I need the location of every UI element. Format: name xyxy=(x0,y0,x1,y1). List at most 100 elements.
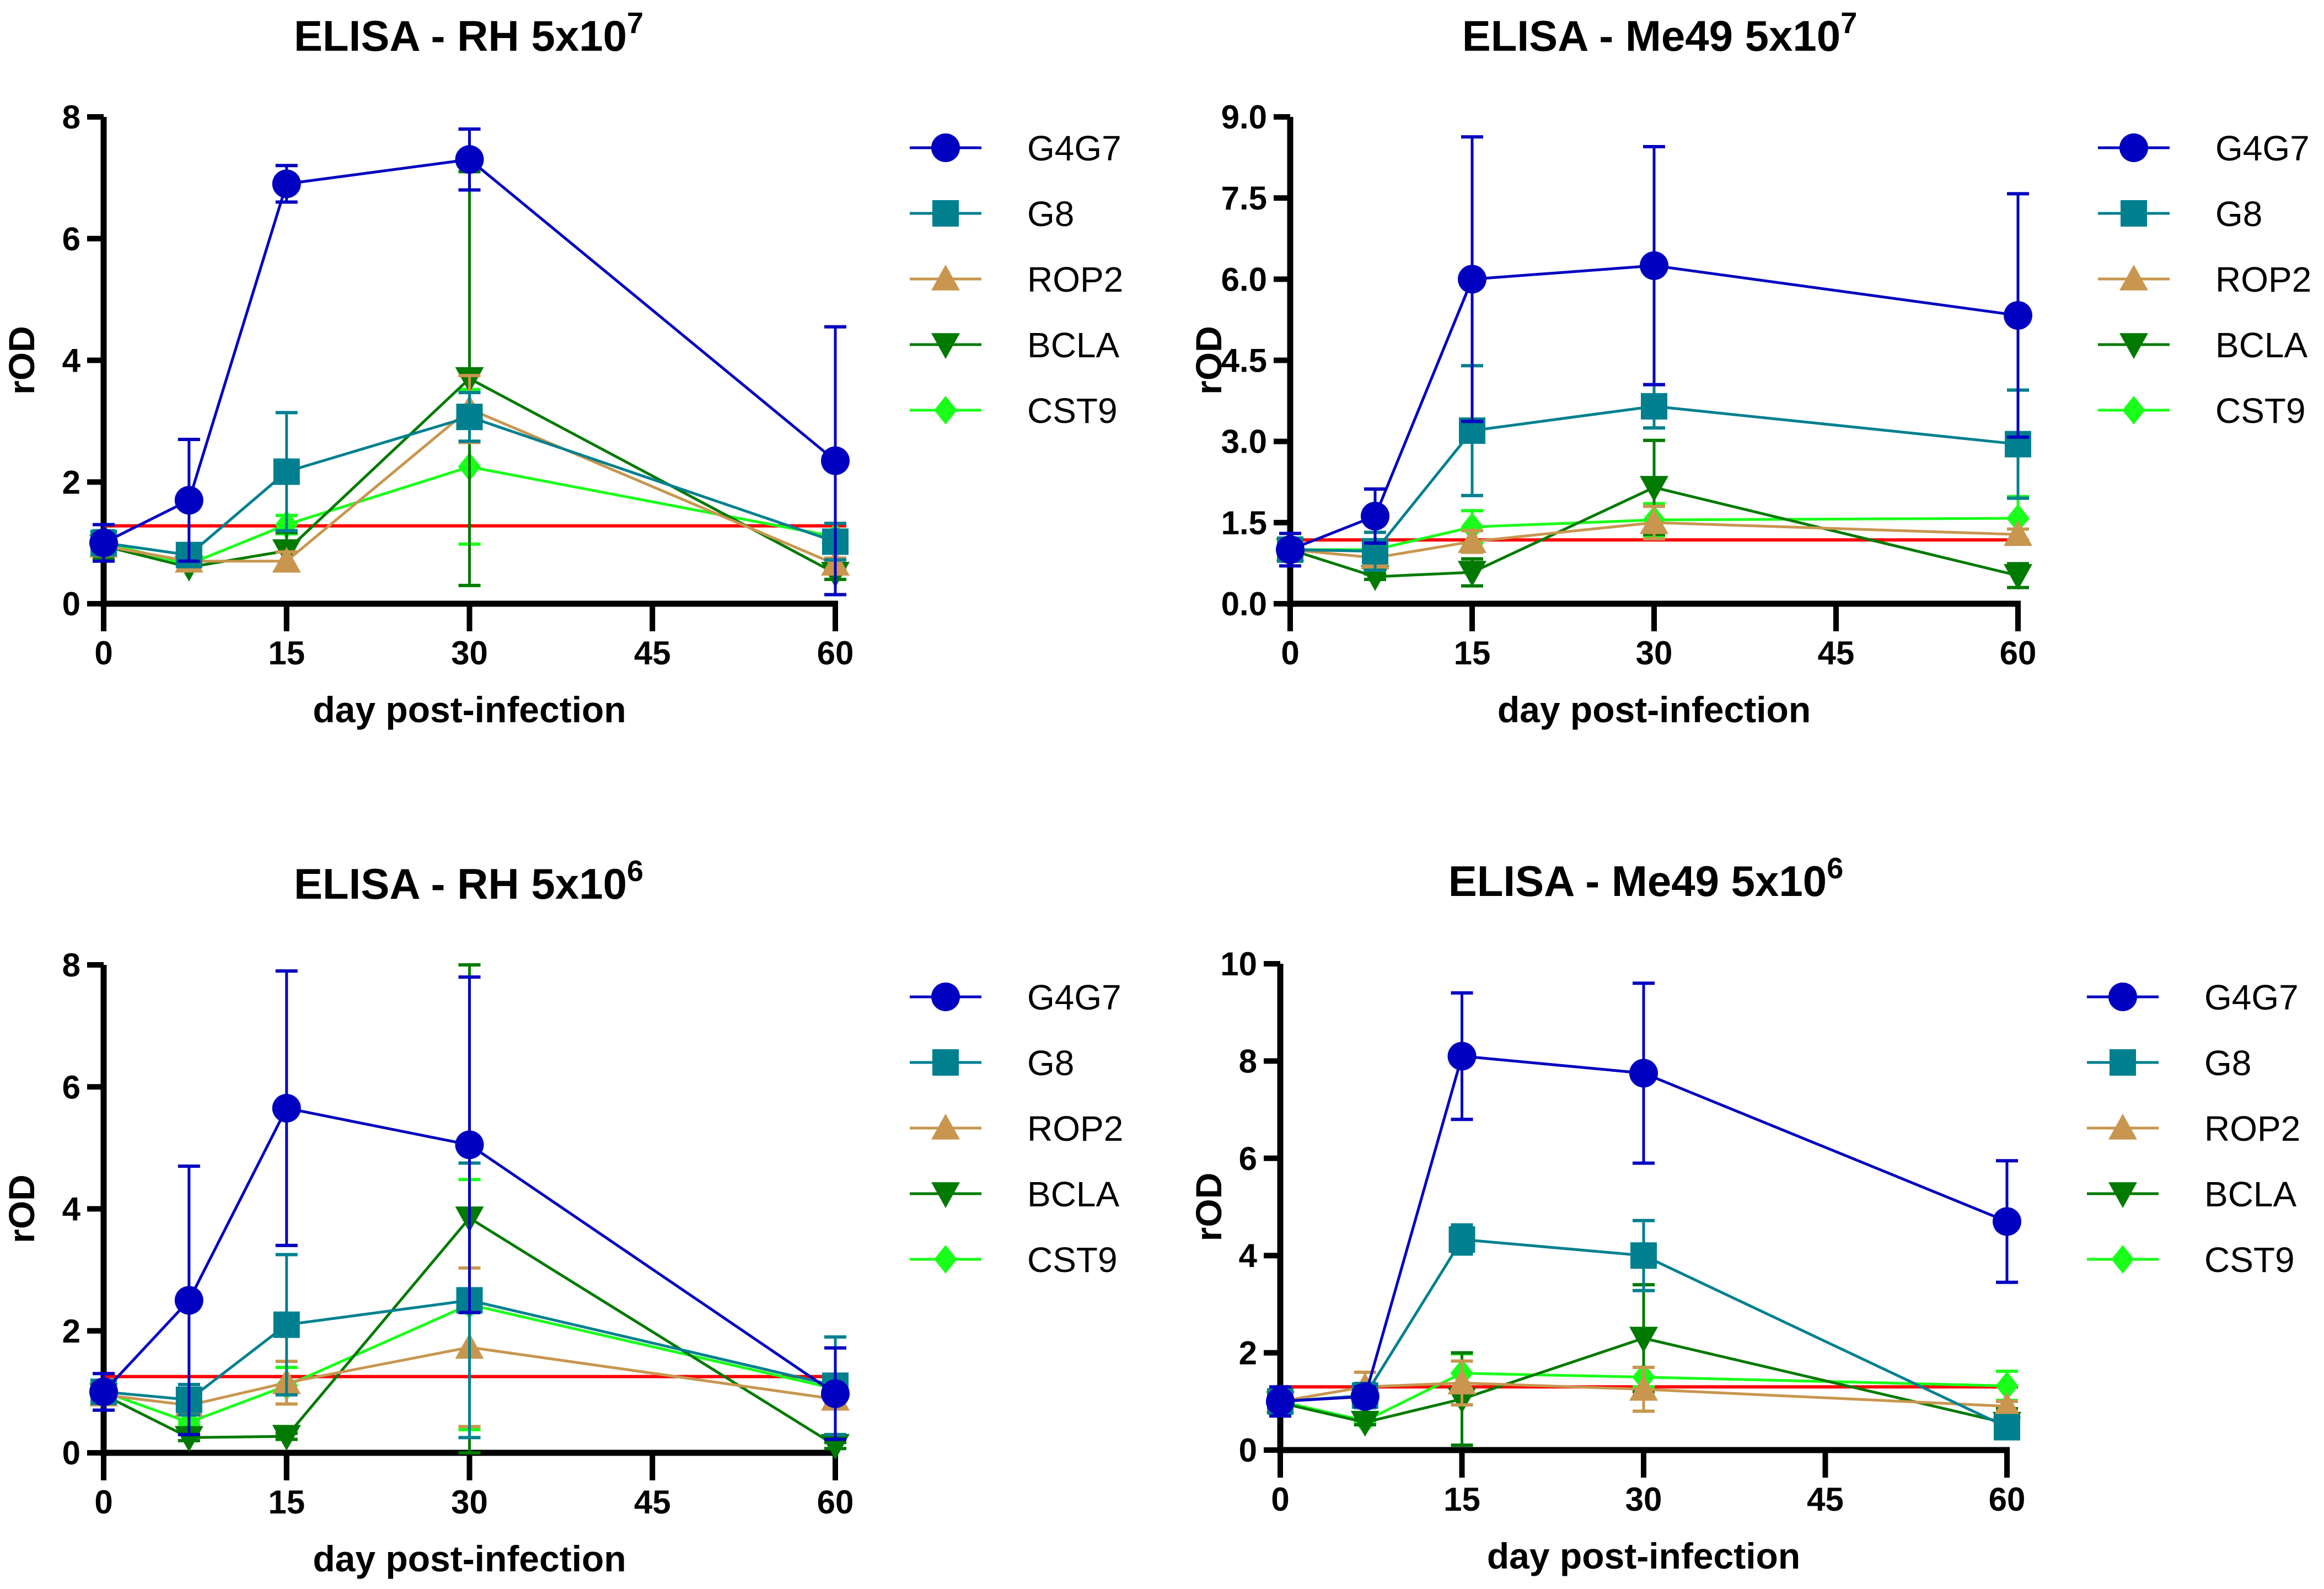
y-tick-label: 2 xyxy=(1239,1335,1257,1372)
y-tick-label: 8 xyxy=(62,947,80,984)
data-point xyxy=(1361,502,1389,531)
legend-item-g8: G8 xyxy=(910,1043,1074,1083)
y-tick-label: 7.5 xyxy=(1221,180,1267,217)
legend-label: CST9 xyxy=(2215,391,2306,431)
legend-label: G8 xyxy=(2215,194,2262,234)
legend: G4G7 G8 ROP2 BCLA CST9 xyxy=(910,128,1123,431)
legend-item-g4g7: G4G7 xyxy=(2098,128,2310,168)
legend-item-cst9: CST9 xyxy=(2098,391,2306,431)
x-tick-label: 0 xyxy=(1271,1481,1289,1518)
data-point xyxy=(1461,512,1484,541)
legend-marker xyxy=(931,133,960,162)
x-tick-label: 0 xyxy=(1281,635,1299,672)
legend-marker xyxy=(934,1245,957,1274)
legend-label: ROP2 xyxy=(1027,260,1123,299)
y-tick-label: 8 xyxy=(1239,1043,1257,1080)
data-point xyxy=(1641,393,1667,420)
legend-item-bcla: BCLA xyxy=(2098,325,2308,365)
data-point xyxy=(1640,476,1668,502)
data-point xyxy=(1350,1410,1380,1437)
series-g4g7 xyxy=(89,127,850,597)
legend-marker xyxy=(931,265,960,291)
legend-marker xyxy=(2111,1245,2134,1274)
y-tick-label: 9.0 xyxy=(1221,99,1267,136)
chart-title-exponent: 6 xyxy=(1827,852,1843,885)
data-point xyxy=(1447,1042,1477,1071)
legend-marker xyxy=(932,200,959,227)
x-tick-label: 30 xyxy=(1625,1481,1662,1518)
legend-item-bcla: BCLA xyxy=(910,325,1120,365)
x-tick-label: 60 xyxy=(817,1484,854,1521)
data-point xyxy=(1458,265,1486,294)
legend-marker xyxy=(2119,265,2148,291)
chart-panel-1: ELISA - RH 5x107 0 2 4 6 8 0 15 30 45 60 day post-i… xyxy=(1,7,1123,730)
legend-label: G8 xyxy=(2204,1043,2251,1083)
legend-item-g4g7: G4G7 xyxy=(910,128,1121,168)
y-tick-label: 6.0 xyxy=(1221,261,1267,298)
series-g4g7 xyxy=(89,969,850,1441)
legend-label: CST9 xyxy=(1027,1240,1118,1280)
legend-marker xyxy=(932,1049,959,1076)
x-tick-label: 15 xyxy=(1454,635,1491,672)
series-g4g7 xyxy=(1276,135,2032,568)
legend-item-g8: G8 xyxy=(910,194,1074,234)
data-point xyxy=(1629,1327,1658,1353)
chart-title-exponent: 6 xyxy=(627,855,643,888)
legend-item-g4g7: G4G7 xyxy=(2087,978,2299,1017)
legend-marker xyxy=(2110,1049,2136,1076)
legend-label: G8 xyxy=(1027,194,1074,234)
data-point xyxy=(174,486,203,515)
chart-title-base: ELISA - RH 5x10 xyxy=(294,860,627,908)
y-tick-label: 3.0 xyxy=(1221,423,1267,460)
legend-item-cst9: CST9 xyxy=(910,391,1118,431)
legend-item-g8: G8 xyxy=(2087,1043,2251,1083)
series-g4g7 xyxy=(1266,981,2021,1418)
legend-marker xyxy=(931,983,960,1011)
legend-marker xyxy=(931,333,960,359)
y-tick-label: 2 xyxy=(62,1313,80,1350)
x-tick-label: 30 xyxy=(1636,635,1673,672)
series-bcla xyxy=(1266,1283,2021,1447)
legend-item-g4g7: G4G7 xyxy=(910,978,1121,1017)
data-point xyxy=(273,458,300,485)
chart-title-base: ELISA - Me49 5x10 xyxy=(1448,857,1827,905)
y-tick-label: 6 xyxy=(62,221,80,257)
y-tick-label: 10 xyxy=(1220,946,1257,983)
legend-label: G4G7 xyxy=(2215,128,2310,168)
legend-label: BCLA xyxy=(2215,325,2308,365)
legend-marker xyxy=(931,1114,960,1140)
legend-item-rop2: ROP2 xyxy=(910,1109,1123,1148)
x-tick-label: 15 xyxy=(268,1484,305,1521)
legend-marker xyxy=(931,1182,960,1208)
legend-item-cst9: CST9 xyxy=(910,1240,1118,1280)
y-axis-label: rOD xyxy=(1,326,42,395)
data-point xyxy=(2004,301,2032,330)
x-tick-label: 15 xyxy=(1443,1481,1480,1518)
legend-marker xyxy=(2119,333,2148,359)
data-point xyxy=(273,1311,300,1338)
legend-marker xyxy=(2122,396,2145,425)
y-tick-label: 1.5 xyxy=(1221,504,1267,541)
legend-label: ROP2 xyxy=(2204,1109,2300,1148)
chart-title-base: ELISA - RH 5x10 xyxy=(294,12,627,60)
data-point xyxy=(1447,1368,1477,1395)
x-tick-label: 60 xyxy=(817,635,854,672)
legend-marker xyxy=(2108,983,2137,1011)
legend-marker xyxy=(2108,1182,2137,1208)
data-point xyxy=(455,145,484,174)
chart-title: ELISA - Me49 5x106 xyxy=(1448,852,1843,905)
data-point xyxy=(272,169,301,198)
y-tick-label: 4 xyxy=(62,1191,81,1228)
y-tick-label: 4 xyxy=(62,342,81,379)
legend-label: ROP2 xyxy=(2215,260,2311,299)
legend-item-bcla: BCLA xyxy=(2087,1174,2297,1214)
y-axis-label: rOD xyxy=(1188,326,1229,395)
x-axis-label: day post-infection xyxy=(1498,689,1811,730)
data-point xyxy=(2006,503,2030,533)
data-point xyxy=(1629,1375,1658,1401)
legend-label: BCLA xyxy=(2204,1174,2297,1214)
data-point xyxy=(174,1426,203,1452)
data-point xyxy=(1995,1371,2019,1400)
